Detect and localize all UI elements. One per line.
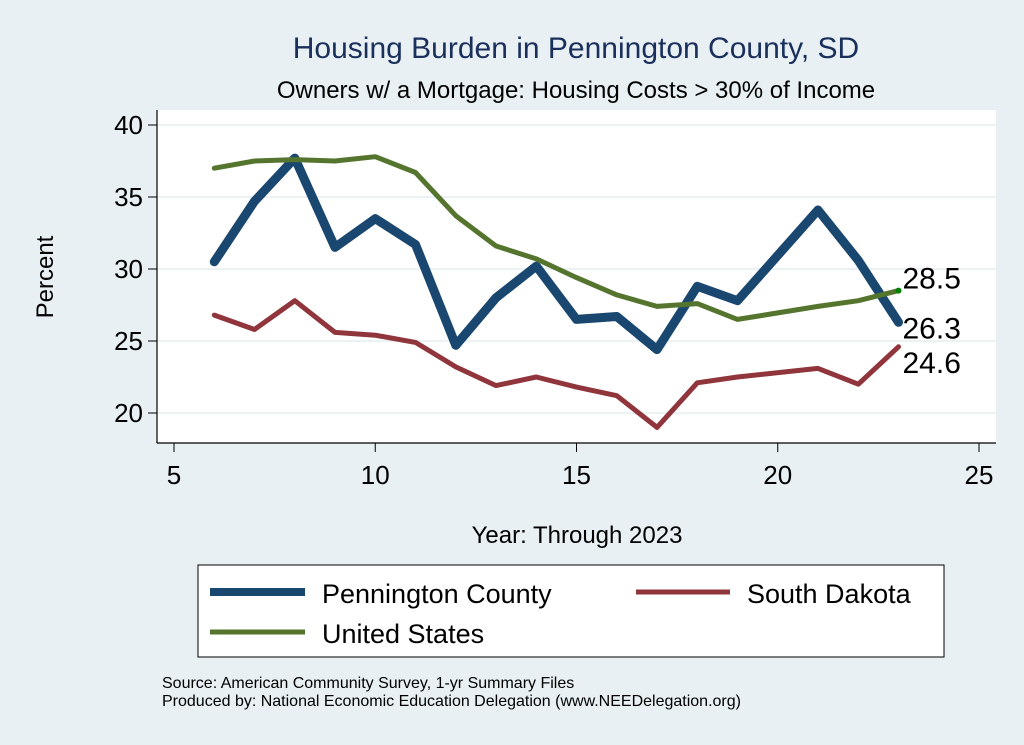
y-tick-label: 30: [114, 254, 143, 284]
produced-by-note: Produced by: National Economic Education…: [162, 693, 741, 710]
y-tick-label: 25: [114, 326, 143, 356]
legend-label-south-dakota: South Dakota: [747, 579, 912, 609]
x-tick-label: 20: [763, 460, 792, 490]
series-line-south-dakota: [211, 298, 901, 430]
end-label-south-dakota: 24.6: [903, 347, 961, 380]
x-axis-ticks: 5 10 15 20 25: [167, 443, 994, 490]
legend: Pennington County South Dakota United St…: [197, 564, 945, 658]
source-note: Source: American Community Survey, 1-yr …: [162, 675, 574, 692]
x-tick-label: 5: [167, 460, 181, 490]
end-labels: 26.324.6 28.5: [903, 263, 961, 380]
series-lines: [209, 153, 903, 430]
series-line-united-states: [211, 154, 901, 322]
chart-title: Housing Burden in Pennington County, SD: [293, 32, 859, 65]
legend-label-united-states: United States: [322, 619, 484, 649]
x-tick-label: 10: [361, 460, 390, 490]
legend-box: [197, 564, 945, 658]
y-tick-label: 20: [114, 398, 143, 428]
y-tick-label: 40: [114, 110, 143, 140]
y-tick-label: 35: [114, 182, 143, 212]
end-label-united-states: 28.5: [903, 263, 961, 296]
y-axis-ticks: 20 25 30 35 40: [114, 110, 157, 428]
endpoint-dot: [895, 287, 902, 294]
x-axis-label: Year: Through 2023: [472, 522, 683, 549]
y-axis-label: Percent: [32, 235, 59, 318]
chart-subtitle: Owners w/ a Mortgage: Housing Costs > 30…: [277, 77, 875, 104]
x-tick-label: 25: [965, 460, 994, 490]
gridlines: [158, 124, 996, 414]
x-tick-label: 15: [562, 460, 591, 490]
end-label-pennington-county: 26.3: [903, 312, 961, 345]
series-line-pennington-county: [209, 153, 903, 355]
legend-label-pennington: Pennington County: [322, 579, 552, 609]
